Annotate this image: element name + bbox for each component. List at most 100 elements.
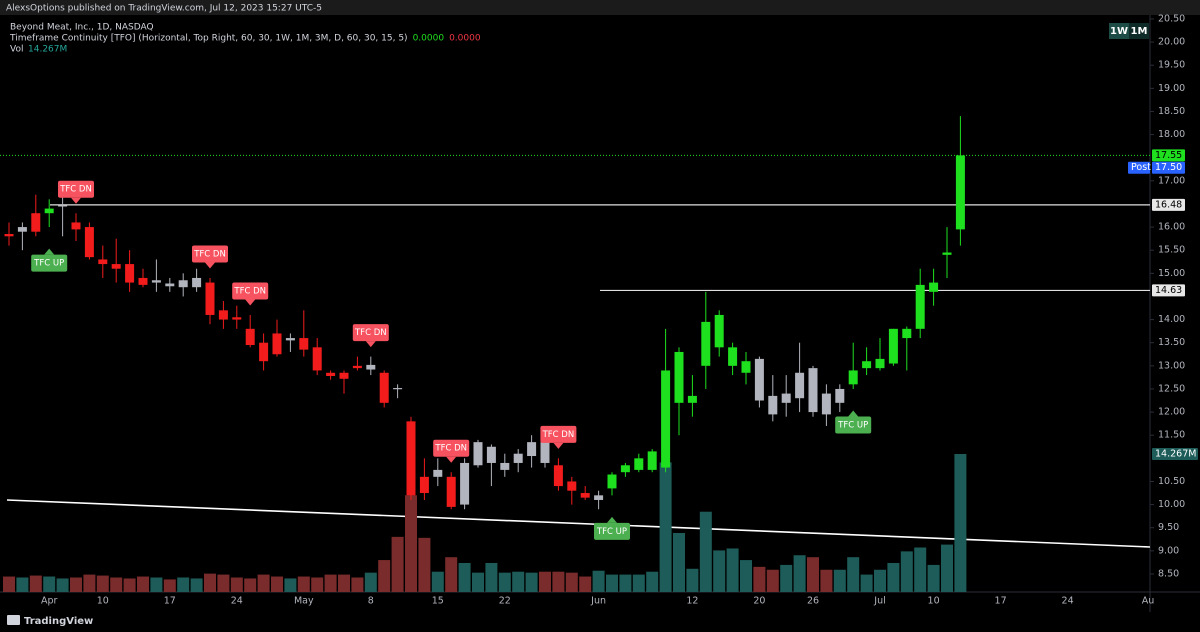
signal-badge xyxy=(540,425,577,443)
signal-pointer xyxy=(71,197,81,204)
publisher-line: AlexsOptions published on TradingView.co… xyxy=(6,4,322,14)
price-tag: 14.267M xyxy=(1155,449,1196,460)
volume-bar xyxy=(311,577,324,592)
candle-body xyxy=(460,462,470,505)
signal-badge xyxy=(232,282,269,300)
y-tick-label: 9.00 xyxy=(1158,545,1179,556)
price-tag-bg xyxy=(1152,149,1185,162)
candle-body xyxy=(272,333,282,355)
candle-body xyxy=(473,442,483,466)
candle-body xyxy=(125,264,135,283)
y-tick-label: 19.50 xyxy=(1158,60,1185,71)
volume-bar xyxy=(177,577,190,592)
y-tick-label: 13.50 xyxy=(1158,337,1185,348)
candle-body xyxy=(902,328,912,339)
volume-bar xyxy=(29,575,42,592)
y-tick-label: 11.50 xyxy=(1158,430,1185,441)
volume-bar xyxy=(539,571,551,592)
x-tick-label: 10 xyxy=(928,596,940,607)
volume-bar xyxy=(793,555,806,592)
volume-bar xyxy=(431,571,444,592)
candle-body xyxy=(446,476,456,507)
volume-bar xyxy=(766,569,779,592)
volume-bar xyxy=(257,574,270,592)
signal-badge xyxy=(594,522,630,540)
volume-bar xyxy=(391,536,404,592)
indicator-value: 0.0000 xyxy=(413,34,445,44)
candle-body xyxy=(875,358,885,369)
candle-body xyxy=(232,317,242,320)
volume-bar xyxy=(552,571,565,592)
volume-bar xyxy=(833,569,846,592)
candle-body xyxy=(674,351,684,403)
signal-label: TFC DN xyxy=(193,249,226,259)
signal-pointer xyxy=(365,341,376,348)
y-tick-label: 12.00 xyxy=(1158,407,1185,418)
volume-bar xyxy=(713,550,726,592)
volume-bar xyxy=(123,578,136,592)
volume-bar xyxy=(619,574,632,592)
signal-label: TFC DN xyxy=(542,430,575,440)
volume-bar xyxy=(874,569,886,592)
x-tick-label: Jun xyxy=(590,596,606,607)
candle-body xyxy=(500,462,510,470)
candle-body xyxy=(178,280,188,288)
price-tag: 14.63 xyxy=(1155,285,1182,296)
timeframe-badge[interactable]: 1W xyxy=(1110,26,1128,37)
post-tag-bg xyxy=(1128,161,1150,174)
candle-body xyxy=(942,252,952,255)
price-tag-bg xyxy=(1152,448,1198,460)
candle-body xyxy=(419,476,429,494)
candle-body xyxy=(406,421,416,496)
candle-body xyxy=(111,264,121,269)
signal: TFC DN xyxy=(192,245,228,269)
y-tick-label: 14.00 xyxy=(1158,314,1185,325)
volume-bar xyxy=(699,511,712,592)
price-tag: 17.55 xyxy=(1155,150,1182,161)
volume-bar xyxy=(150,577,163,592)
volume-bar xyxy=(163,579,176,592)
candle-body xyxy=(701,321,711,366)
x-tick-label: Jul xyxy=(873,596,885,607)
candle-body xyxy=(84,227,94,258)
volume-bar xyxy=(472,572,484,592)
timeframe-badge[interactable]: 1M xyxy=(1131,26,1148,37)
symbol-title: Beyond Meat, Inc., 1D, NASDAQ xyxy=(10,23,154,33)
volume-bar xyxy=(686,568,699,592)
signal: TFC DN xyxy=(433,439,470,463)
volume-bar xyxy=(740,560,752,592)
volume-bar xyxy=(83,574,96,592)
candle-body xyxy=(915,284,925,329)
candle-body xyxy=(393,388,403,390)
top-bar xyxy=(0,0,1200,15)
candle-body xyxy=(379,372,389,403)
candle-body xyxy=(714,314,724,348)
signal-badge xyxy=(352,324,389,342)
volume-bar xyxy=(860,574,873,592)
y-tick-label: 18.50 xyxy=(1158,106,1185,117)
legend: Beyond Meat, Inc., 1D, NASDAQ Timeframe … xyxy=(9,23,481,55)
candle-body xyxy=(567,481,577,491)
x-tick-label: 22 xyxy=(499,596,511,607)
signal: TFC DN xyxy=(58,180,94,204)
price-tag-bg xyxy=(1152,198,1185,211)
candle-body xyxy=(808,368,818,413)
y-tick-label: 20.00 xyxy=(1158,37,1185,48)
candle-body xyxy=(31,213,41,232)
badge-bg xyxy=(1129,23,1149,39)
price-tag: 17.50 xyxy=(1155,162,1182,173)
volume-bar xyxy=(525,572,538,592)
candle-body xyxy=(634,458,644,470)
volume-bar xyxy=(190,578,203,592)
footer-logo: TradingView xyxy=(7,615,93,627)
volume-bar xyxy=(418,537,431,592)
signal-label: TFC DN xyxy=(233,286,266,296)
y-tick-label: 17.00 xyxy=(1158,175,1185,186)
signal-pointer xyxy=(848,410,859,417)
signal-pointer xyxy=(607,516,617,523)
signal-label: TFC UP xyxy=(596,527,627,537)
footer-brand: TradingView xyxy=(24,616,93,627)
candle-body xyxy=(594,495,604,500)
x-tick-label: Au xyxy=(1142,596,1155,607)
